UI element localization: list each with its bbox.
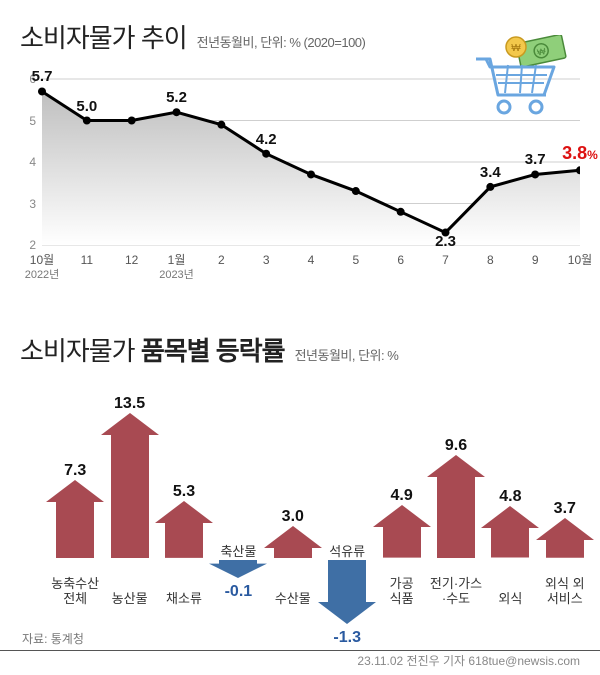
data-point-label: 4.2 — [256, 131, 277, 148]
data-point-label: 3.4 — [480, 164, 501, 181]
chart2-title: 소비자물가 품목별 등락률 — [20, 331, 285, 368]
category-label: 농산물 — [112, 592, 148, 607]
source-line: 자료: 통계청 — [22, 630, 84, 647]
category-arrow: 4.8 — [481, 488, 539, 563]
category-arrow: 9.6 — [427, 437, 485, 563]
arrow-value-label: 3.7 — [536, 500, 594, 518]
y-axis-tick: 4 — [20, 155, 36, 169]
arrow-value-label: 4.8 — [481, 488, 539, 506]
chart2-title-bold: 품목별 등락률 — [141, 336, 285, 366]
category-label: 외식 — [498, 592, 522, 607]
y-axis-tick: 2 — [20, 238, 36, 252]
bottom-separator — [0, 650, 600, 651]
y-axis-tick: 5 — [20, 114, 36, 128]
credit-line: 23.11.02 전진우 기자 618tue@newsis.com — [357, 652, 580, 669]
data-point-label: 5.0 — [76, 98, 97, 115]
data-point-label: 3.7 — [525, 151, 546, 168]
source-value: 통계청 — [51, 632, 84, 646]
chart2-subtitle: 전년동월비, 단위: % — [295, 345, 399, 364]
category-label: 수산물 — [275, 592, 311, 607]
category-label: 전기·가스·수도 — [430, 577, 482, 607]
chart2-title-row: 소비자물가 품목별 등락률 전년동월비, 단위: % — [20, 331, 580, 368]
chart2-title-prefix: 소비자물가 — [20, 336, 141, 366]
shopping-cart-icon: ₩ ₩ — [470, 35, 570, 115]
x-axis-tick: 12 — [125, 253, 138, 267]
x-axis-tick: 5 — [352, 253, 359, 267]
arrow-value-label: -0.1 — [209, 583, 267, 601]
category-arrow: 5.3 — [155, 483, 213, 563]
data-point-label: 3.8% — [562, 143, 598, 164]
category-arrow: 3.7 — [536, 500, 594, 563]
svg-text:₩: ₩ — [511, 43, 521, 54]
chart1-subtitle: 전년동월비, 단위: % (2020=100) — [197, 32, 366, 51]
arrow-value-label: 3.0 — [264, 508, 322, 526]
x-axis-tick: 9 — [532, 253, 539, 267]
category-arrow: 7.3 — [46, 462, 104, 563]
x-axis-tick: 8 — [487, 253, 494, 267]
x-axis-tick: 10월2022년 — [25, 253, 60, 283]
arrow-value-label: 13.5 — [101, 395, 159, 413]
source-label: 자료: — [22, 632, 47, 646]
category-label: 채소류 — [166, 592, 202, 607]
category-arrow: 13.5 — [101, 395, 159, 563]
arrow-value-label: 9.6 — [427, 437, 485, 455]
x-axis-tick: 4 — [308, 253, 315, 267]
category-label: 외식 외서비스 — [545, 577, 585, 607]
category-label: 축산물 — [209, 545, 267, 560]
arrow-value-label: 5.3 — [155, 483, 213, 501]
x-axis-tick: 6 — [397, 253, 404, 267]
y-axis-tick: 3 — [20, 197, 36, 211]
data-point-label: 5.7 — [32, 68, 53, 85]
data-point-label: 2.3 — [435, 233, 456, 250]
x-axis-tick: 3 — [263, 253, 270, 267]
arrow-value-label: 4.9 — [373, 487, 431, 505]
category-arrow: 4.9 — [373, 487, 431, 563]
arrow-value-label: -1.3 — [318, 629, 376, 647]
x-axis-tick: 11 — [81, 253, 93, 267]
category-label: 석유류 — [318, 545, 376, 560]
x-axis-tick: 10월 — [568, 253, 592, 267]
arrow-value-label: 7.3 — [46, 462, 104, 480]
x-axis-tick: 1월2023년 — [159, 253, 194, 283]
category-arrow: 축산물 -0.1 — [209, 545, 267, 601]
category-arrow: 3.0 — [264, 508, 322, 563]
category-label: 가공식품 — [390, 577, 414, 607]
line-chart: ₩ ₩ 234565.75.05.24.22.33.43.73.8%10월202… — [20, 65, 580, 295]
category-arrow: 석유류 -1.3 — [318, 545, 376, 647]
x-axis-tick: 7 — [442, 253, 449, 267]
x-axis-tick: 2 — [218, 253, 225, 267]
category-label: 농축수산전체 — [51, 577, 99, 607]
data-point-label: 5.2 — [166, 89, 187, 106]
arrow-bar-chart: 7.3농축수산전체13.5농산물5.3채소류축산물-0.13.0수산물석유류-1… — [20, 376, 580, 611]
chart1-title: 소비자물가 추이 — [20, 18, 187, 55]
